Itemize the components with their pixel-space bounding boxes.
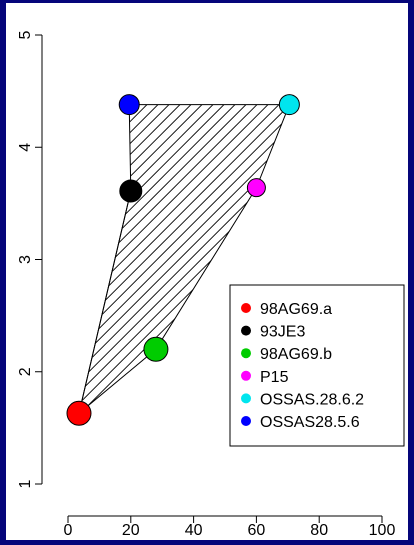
x-tick-label: 20 [122,522,140,539]
y-tick-label: 3 [17,255,34,264]
data-points [66,94,300,426]
point-98ag69-b [143,336,169,362]
legend-label: 98AG69.a [260,301,332,318]
legend: 98AG69.a 93JE3 98AG69.b P15 OSSAS.28.6.2 OSSA… [229,284,405,447]
legend-marker [241,303,251,313]
hatch-line [79,104,191,414]
legend-label: OSSAS28.5.6 [260,414,360,431]
x-tick-label: 100 [369,522,396,539]
legend-marker [241,393,251,404]
hatch-line [79,104,290,414]
y-tick-label: 2 [17,367,34,376]
legend-marker [241,416,251,426]
legend-marker [241,370,251,381]
y-tick-label: 5 [17,30,34,39]
plot-panel: 0 20 40 60 80 100 1 2 3 4 5 98AG69.a 93JE3 98AG69.b P… [6,3,408,540]
point-p15 [246,178,266,198]
axes: 0 20 40 60 80 100 1 2 3 4 5 [17,30,395,539]
legend-box [229,284,405,447]
x-tick-label: 80 [310,522,328,539]
hatch-line [79,104,268,414]
legend-label: OSSAS.28.6.2 [260,391,364,408]
legend-label: P15 [260,369,289,386]
point-ossas28-5-6 [118,94,140,116]
hatch-line [79,104,202,414]
x-tick-label: 40 [185,522,203,539]
legend-label: 93JE3 [260,324,305,341]
y-tick-label: 1 [17,479,34,488]
hatch-line [79,104,235,414]
hatch-line [79,104,290,414]
point-93je3 [119,179,143,203]
y-tick-label: 4 [17,143,34,152]
connector-line [78,190,132,414]
x-tick-label: 60 [248,522,266,539]
point-98ag69-a [66,400,92,426]
legend-marker [241,348,251,359]
legend-marker [241,325,251,336]
hatch-line [79,104,290,414]
hatch-line [79,104,224,414]
hull-connectors [78,190,132,414]
hatch-line [79,104,290,414]
scatter-chart: 0 20 40 60 80 100 1 2 3 4 5 98AG69.a 93JE3 98AG69.b P… [6,30,405,539]
hatch-line [79,104,290,414]
point-ossas-28-6-2 [278,94,300,116]
legend-label: 98AG69.b [260,346,332,363]
x-tick-label: 0 [64,522,73,539]
hatch-line [79,104,213,414]
hatch-line [6,95,69,424]
hatch-line [79,104,257,414]
